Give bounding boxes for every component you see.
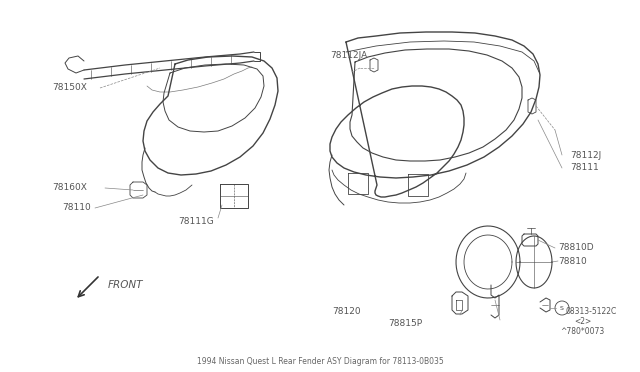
Text: <2>: <2> [574,317,591,326]
Text: 78160X: 78160X [52,183,87,192]
Text: 78111G: 78111G [178,218,214,227]
Text: 78111: 78111 [570,164,599,173]
Text: 78810: 78810 [558,257,587,266]
Text: 1994 Nissan Quest L Rear Fender ASY Diagram for 78113-0B035: 1994 Nissan Quest L Rear Fender ASY Diag… [196,357,444,366]
Text: S: S [560,305,564,311]
Text: 78112JA: 78112JA [330,51,367,60]
Text: ^780*0073: ^780*0073 [560,327,604,337]
Text: 78150X: 78150X [52,83,87,93]
Text: 08313-5122C: 08313-5122C [566,307,617,315]
Text: FRONT: FRONT [108,280,143,290]
Text: 78815P: 78815P [388,318,422,327]
Text: 78120: 78120 [332,308,360,317]
Text: 78110: 78110 [62,203,91,212]
Text: 78112J: 78112J [570,151,601,160]
Text: 78810D: 78810D [558,244,594,253]
